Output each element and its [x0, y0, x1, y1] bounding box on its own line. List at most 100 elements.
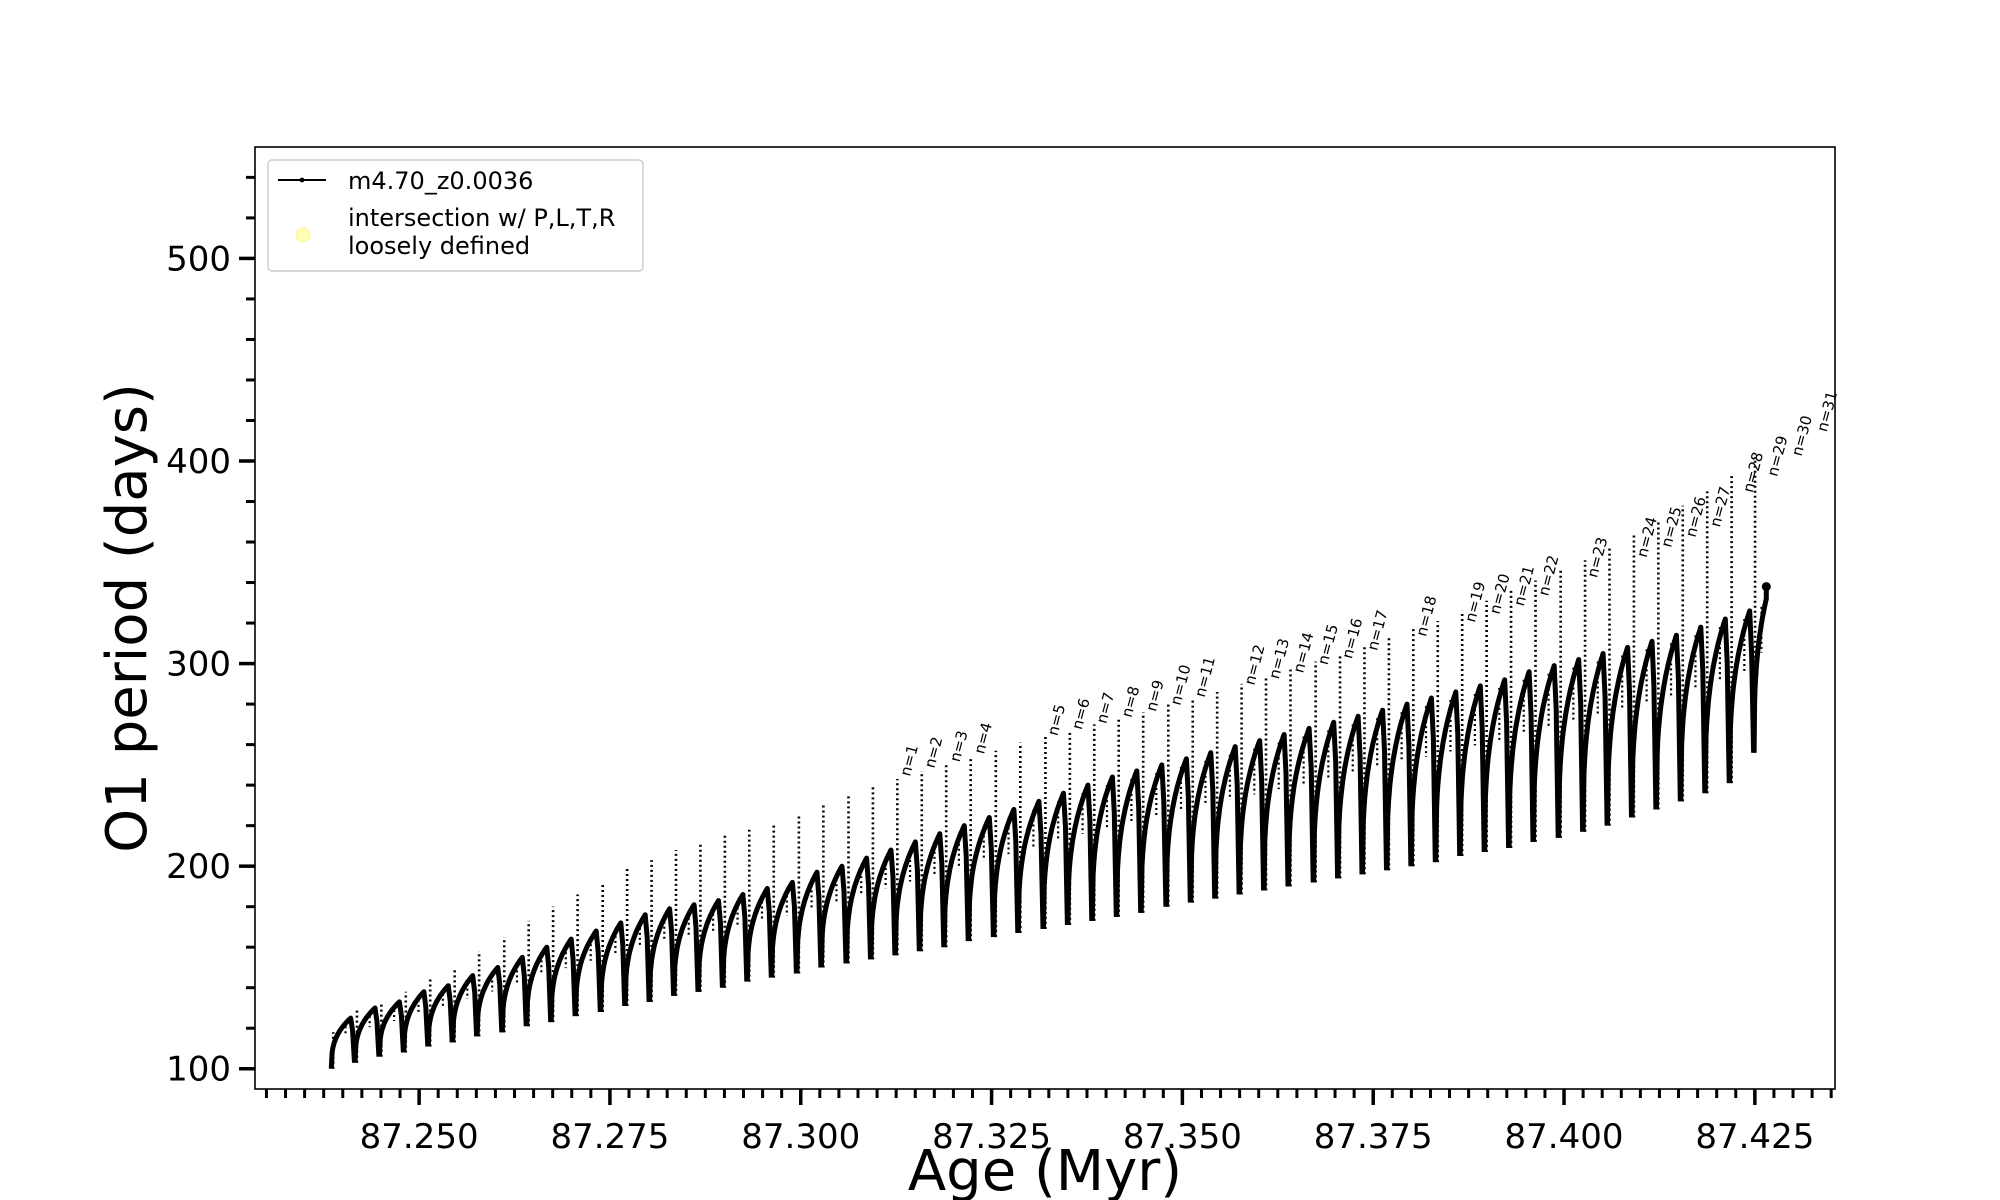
x-tick-label: 87.250 [360, 1117, 479, 1157]
series-cycle [1457, 683, 1487, 857]
series-layer [328, 456, 1771, 1069]
legend-intersection-marker [295, 227, 311, 243]
series-cycle [647, 906, 677, 1002]
series-cycle [1433, 689, 1463, 863]
y-axis-label: O1 period (days) [95, 383, 160, 853]
series-cycle [1286, 725, 1316, 887]
series-cycle [1335, 713, 1365, 879]
y-tick-label: 200 [166, 847, 231, 887]
cycle-annotation: n=20 [1486, 572, 1514, 616]
series-cycle [1506, 669, 1536, 848]
series-cycle [1605, 644, 1634, 826]
x-tick-label: 87.400 [1505, 1117, 1624, 1157]
series-cycle [499, 954, 529, 1033]
cycle-annotation: n=1 [896, 743, 922, 778]
cycle-annotation: n=11 [1191, 655, 1219, 699]
series-cycle [1015, 798, 1046, 934]
cycle-annotation: n=7 [1093, 690, 1119, 725]
series-cycle [844, 855, 873, 964]
series-cycle [573, 928, 603, 1017]
series-cycle [401, 989, 431, 1053]
cycle-annotation: n=14 [1289, 630, 1317, 674]
cycle-annotation: n=31 [1813, 389, 1841, 433]
series-cycle [769, 879, 799, 978]
cycle-annotation: n=21 [1510, 564, 1538, 608]
cycle-annotation: n=23 [1583, 535, 1611, 579]
series-cycle [425, 983, 455, 1047]
x-tick-label: 87.325 [932, 1117, 1051, 1157]
series-cycle [1163, 756, 1193, 907]
cycle-annotation: n=19 [1461, 580, 1489, 624]
series-cycle [622, 912, 652, 1006]
cycle-annotation: n=27 [1706, 485, 1734, 529]
series-cycle [966, 815, 996, 942]
cycle-annotation: n=16 [1338, 616, 1366, 660]
cycle-annotation: n=25 [1657, 505, 1685, 549]
series-cycle [1580, 651, 1610, 832]
series-cycle [328, 1015, 357, 1069]
y-axis: 100 200 300 400 500 [166, 175, 255, 1090]
legend: m4.70_z0.0036 intersection w/ P,L,T,R lo… [267, 159, 644, 272]
series-cycle [1065, 782, 1095, 925]
cycle-annotation: n=30 [1788, 414, 1816, 458]
legend-intersection-label-line1: intersection w/ P,L,T,R [348, 204, 615, 232]
legend-intersection-label-line2: loosely defined [348, 232, 530, 260]
series-cycle [794, 869, 824, 974]
cycle-annotation: n=12 [1241, 643, 1269, 687]
series-cycle [598, 920, 628, 1013]
cycle-annotation: n=15 [1314, 622, 1342, 666]
x-axis-label: Age (Myr) [908, 1139, 1182, 1200]
cycle-annotation: n=13 [1265, 636, 1293, 680]
y-tick-label: 300 [166, 645, 231, 685]
series-cycle [1531, 663, 1561, 842]
series-cycle [1138, 762, 1169, 913]
cycle-annotation: n=22 [1534, 553, 1562, 597]
series-cycle [917, 831, 947, 952]
series-cycle [1556, 657, 1586, 838]
x-tick-label: 87.300 [741, 1117, 860, 1157]
legend-series-marker [299, 177, 305, 183]
series-cycle [1702, 616, 1732, 794]
cycle-annotation: n=5 [1044, 702, 1070, 737]
series-cycle [548, 936, 578, 1023]
cycle-annotation: n=17 [1363, 608, 1391, 652]
series-cycle [1384, 701, 1414, 871]
cycle-annotation: n=24 [1633, 515, 1661, 559]
x-tick-label: 87.425 [1695, 1117, 1814, 1157]
x-axis: 87.250 87.275 87.300 87.325 87.350 87.375 87.4… [264, 1089, 1833, 1157]
series-cycle [892, 839, 922, 956]
series-cycle [818, 863, 849, 968]
x-tick-label: 87.350 [1123, 1117, 1242, 1157]
series-cycle [941, 823, 971, 948]
cycle-annotation: n=10 [1167, 663, 1195, 707]
y-tick-label: 100 [166, 1050, 231, 1090]
series-cycle [1261, 732, 1291, 891]
series-cycle [352, 1005, 382, 1063]
series-cycle [868, 847, 898, 960]
series-cycle [1041, 790, 1070, 930]
cycle-annotation: n=9 [1142, 678, 1168, 713]
series-cycle [1114, 768, 1144, 917]
series-cycle [1482, 677, 1512, 853]
series-cycle [1188, 750, 1218, 903]
series-cycle [744, 885, 774, 982]
series-cycle [1727, 608, 1757, 784]
annotation-layer: n=1n=2 n=3n=4n=5n=6n=7 n=8n=9n=10n=11 n=12n… [896, 389, 1841, 778]
series-cycle [1629, 638, 1659, 818]
series-cycle [1408, 695, 1438, 867]
cycle-annotation: n=2 [921, 735, 947, 770]
series-cycle [991, 806, 1021, 938]
series-cycle [720, 892, 750, 988]
series-cycle [671, 902, 701, 996]
legend-series-label: m4.70_z0.0036 [348, 167, 533, 195]
series-cycle [376, 999, 406, 1057]
series-cycle [1360, 707, 1389, 875]
cycle-annotation: n=26 [1682, 495, 1710, 539]
x-tick-label: 87.375 [1314, 1117, 1433, 1157]
x-tick-label: 87.275 [550, 1117, 669, 1157]
cycle-annotation: n=18 [1412, 594, 1440, 638]
series-cycle [1751, 586, 1769, 753]
y-tick-label: 500 [166, 239, 231, 279]
series-cycle [474, 965, 505, 1037]
